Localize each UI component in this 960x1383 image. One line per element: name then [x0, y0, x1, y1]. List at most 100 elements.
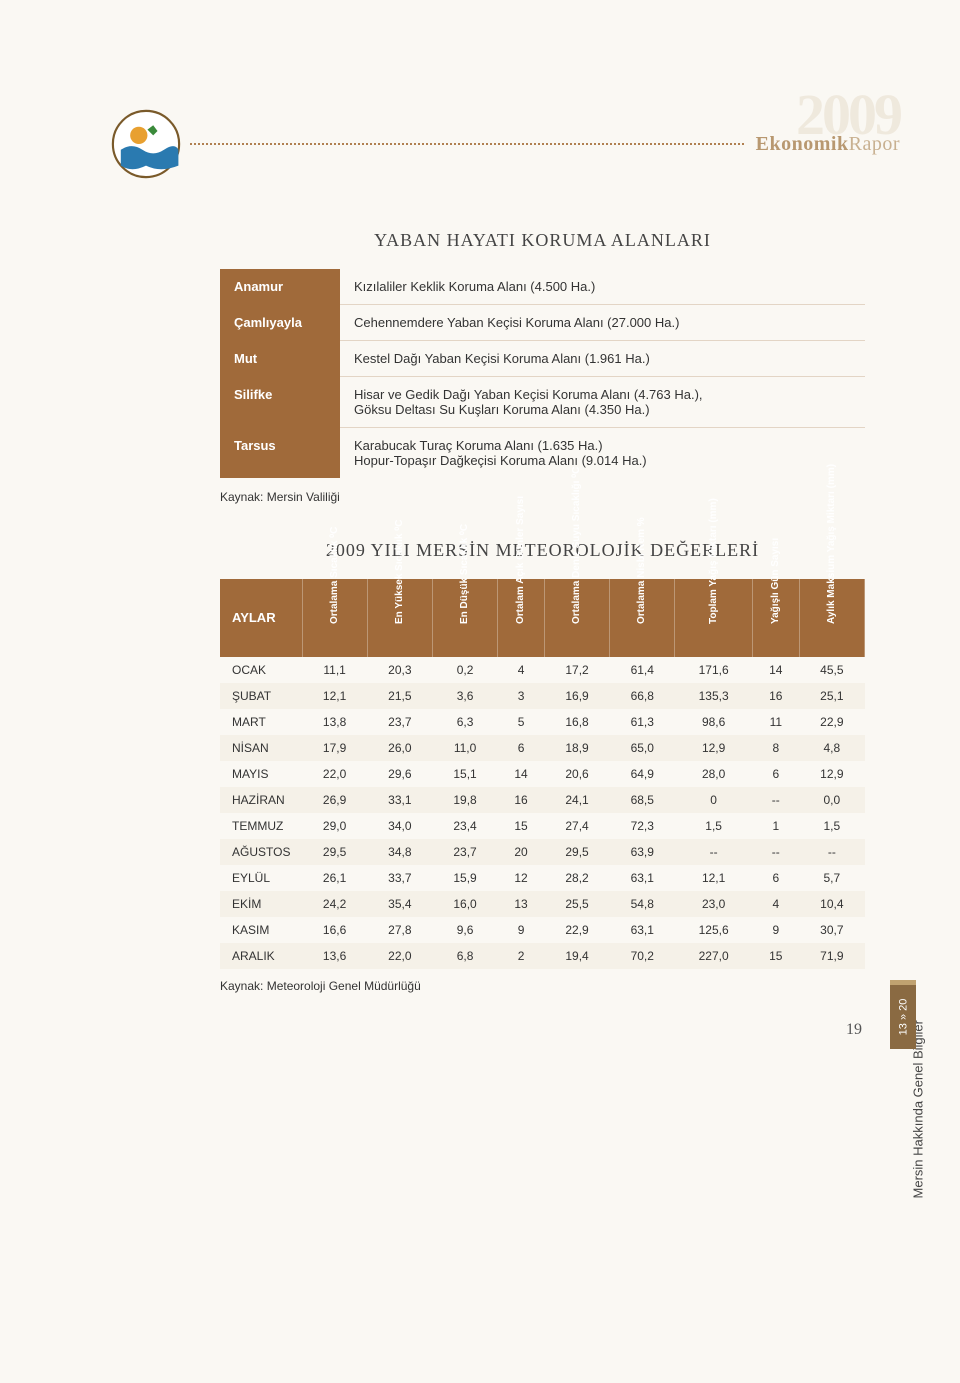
meteo-month: TEMMUZ [220, 813, 302, 839]
meteo-cell: 3,6 [432, 683, 497, 709]
meteo-cell: 24,2 [302, 891, 367, 917]
meteo-cell: 19,4 [544, 943, 609, 969]
meteo-cell: 12 [498, 865, 545, 891]
meteo-cell: 4,8 [799, 735, 864, 761]
protection-label: Çamlıyayla [220, 305, 340, 341]
meteo-cell: 10,4 [799, 891, 864, 917]
meteo-cell: 17,9 [302, 735, 367, 761]
meteo-cell: 0,2 [432, 657, 497, 683]
page-number: 19 [838, 1019, 870, 1041]
meteo-cell: 0 [675, 787, 753, 813]
meteo-cell: 24,1 [544, 787, 609, 813]
meteo-column-header: AYLAR [220, 579, 302, 657]
meteo-cell: 1,5 [799, 813, 864, 839]
meteo-cell: 11 [752, 709, 799, 735]
protection-label: Tarsus [220, 428, 340, 479]
meteo-cell: 54,8 [610, 891, 675, 917]
meteo-cell: -- [799, 839, 864, 865]
meteo-cell: 15 [498, 813, 545, 839]
meteo-cell: 27,4 [544, 813, 609, 839]
table-row: ARALIK13,622,06,8219,470,2227,01571,9 [220, 943, 865, 969]
meteo-cell: 135,3 [675, 683, 753, 709]
meteo-cell: 5 [498, 709, 545, 735]
meteo-cell: -- [752, 839, 799, 865]
meteo-cell: 63,9 [610, 839, 675, 865]
meteo-cell: 6,8 [432, 943, 497, 969]
meteo-cell: 20 [498, 839, 545, 865]
meteo-cell: 34,0 [367, 813, 432, 839]
meteo-month: OCAK [220, 657, 302, 683]
meteo-cell: 29,5 [302, 839, 367, 865]
meteo-cell: 33,7 [367, 865, 432, 891]
meteo-cell: 28,2 [544, 865, 609, 891]
brand-part1: Ekonomik [756, 133, 849, 155]
meteo-cell: 29,0 [302, 813, 367, 839]
table-row: OCAK11,120,30,2417,261,4171,61445,5 [220, 657, 865, 683]
meteo-month: EYLÜL [220, 865, 302, 891]
meteo-cell: 9,6 [432, 917, 497, 943]
meteo-cell: 12,9 [675, 735, 753, 761]
meteo-cell: 125,6 [675, 917, 753, 943]
meteo-cell: 13,6 [302, 943, 367, 969]
meteo-title: 2009 YILI MERSİN METEOROLOJİK DEĞERLERİ [220, 540, 865, 561]
meteo-cell: 34,8 [367, 839, 432, 865]
meteo-cell: 72,3 [610, 813, 675, 839]
meteo-cell: 18,9 [544, 735, 609, 761]
meteo-cell: 20,6 [544, 761, 609, 787]
meteo-cell: 23,0 [675, 891, 753, 917]
meteo-cell: 12,1 [675, 865, 753, 891]
side-range: 13 » 20 [897, 999, 909, 1036]
meteo-cell: 26,0 [367, 735, 432, 761]
meteo-month: ŞUBAT [220, 683, 302, 709]
meteo-cell: 29,6 [367, 761, 432, 787]
table-row: MART13,823,76,3516,861,398,61122,9 [220, 709, 865, 735]
meteo-month: KASIM [220, 917, 302, 943]
meteo-cell: 6 [752, 865, 799, 891]
meteo-cell: 15,1 [432, 761, 497, 787]
meteo-month: EKİM [220, 891, 302, 917]
meteo-cell: 14 [498, 761, 545, 787]
protection-text: Cehennemdere Yaban Keçisi Koruma Alanı (… [340, 305, 865, 341]
meteo-cell: 61,3 [610, 709, 675, 735]
table-row: KASIM16,627,89,6922,963,1125,6930,7 [220, 917, 865, 943]
protection-text: Karabucak Turaç Koruma Alanı (1.635 Ha.)… [340, 428, 865, 479]
meteo-month: ARALIK [220, 943, 302, 969]
meteo-cell: 6 [498, 735, 545, 761]
meteo-cell: 26,9 [302, 787, 367, 813]
meteo-cell: 25,5 [544, 891, 609, 917]
meteo-cell: 3 [498, 683, 545, 709]
meteo-cell: 11,0 [432, 735, 497, 761]
meteo-cell: 4 [498, 657, 545, 683]
meteo-cell: 16 [752, 683, 799, 709]
table-row: TarsusKarabucak Turaç Koruma Alanı (1.63… [220, 428, 865, 479]
meteo-cell: 4 [752, 891, 799, 917]
meteo-cell: 16,9 [544, 683, 609, 709]
meteo-column-header: Ortalama Deniz Suyu Sıcaklığı ⁰C [544, 579, 609, 657]
meteo-cell: 15,9 [432, 865, 497, 891]
meteo-source: Kaynak: Meteoroloji Genel Müdürlüğü [220, 979, 865, 993]
meteo-cell: 35,4 [367, 891, 432, 917]
meteo-column-header: Ortalama Sıcaklık ⁰C [302, 579, 367, 657]
meteo-cell: 171,6 [675, 657, 753, 683]
meteo-cell: -- [675, 839, 753, 865]
table-row: HAZİRAN26,933,119,81624,168,50--0,0 [220, 787, 865, 813]
meteo-cell: 15 [752, 943, 799, 969]
meteo-cell: 12,1 [302, 683, 367, 709]
protection-table: AnamurKızılaliler Keklik Koruma Alanı (4… [220, 269, 865, 478]
meteo-cell: 22,0 [302, 761, 367, 787]
meteo-cell: 8 [752, 735, 799, 761]
meteo-cell: 26,1 [302, 865, 367, 891]
meteo-cell: 17,2 [544, 657, 609, 683]
meteo-cell: 68,5 [610, 787, 675, 813]
meteo-cell: 23,7 [367, 709, 432, 735]
meteo-cell: 20,3 [367, 657, 432, 683]
meteo-cell: 6 [752, 761, 799, 787]
meteo-column-header: Ortalam Açık Günler Sayısı [498, 579, 545, 657]
meteo-cell: 6,3 [432, 709, 497, 735]
table-row: ŞUBAT12,121,53,6316,966,8135,31625,1 [220, 683, 865, 709]
meteo-cell: 9 [752, 917, 799, 943]
meteo-month: MART [220, 709, 302, 735]
meteo-cell: 21,5 [367, 683, 432, 709]
meteo-month: MAYIS [220, 761, 302, 787]
table-row: ÇamlıyaylaCehennemdere Yaban Keçisi Koru… [220, 305, 865, 341]
